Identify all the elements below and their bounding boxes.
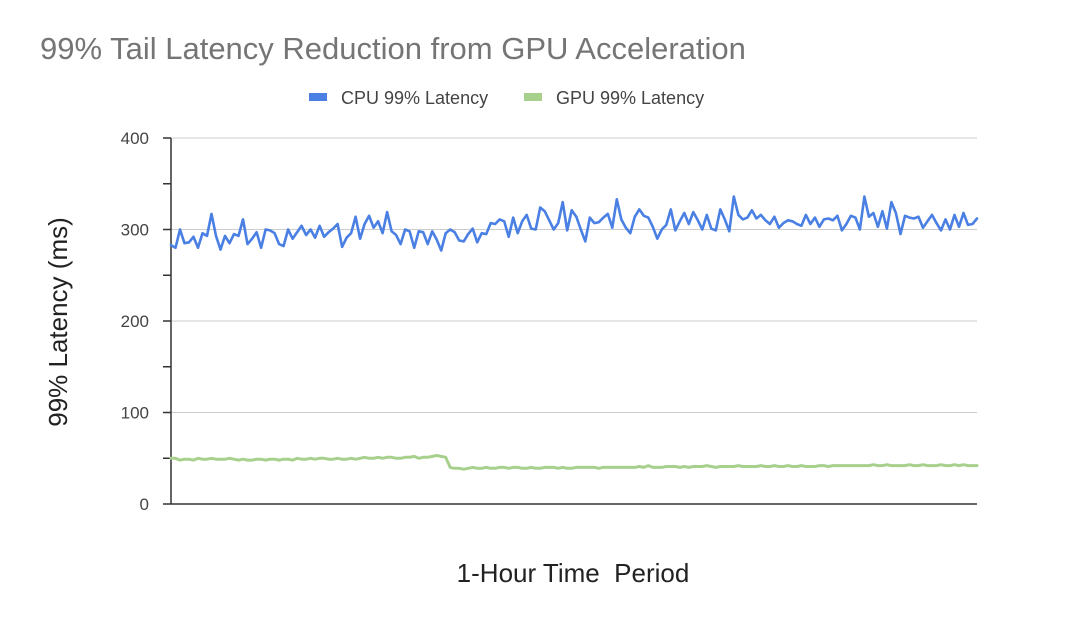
x-axis-title: 1-Hour Time Period xyxy=(457,558,690,588)
y-axis-title: 99% Latency (ms) xyxy=(43,217,73,427)
series-line-cpu xyxy=(169,195,979,252)
legend-swatch-cpu xyxy=(309,93,327,101)
y-tick-label-0: 0 xyxy=(140,495,149,514)
y-tick-labels: 0 100 200 300 400 xyxy=(121,129,149,514)
legend: CPU 99% Latency GPU 99% Latency xyxy=(309,88,704,108)
series-line-gpu xyxy=(169,454,979,471)
legend-label-gpu: GPU 99% Latency xyxy=(556,88,704,108)
y-tick-label-200: 200 xyxy=(121,312,149,331)
y-tick-label-100: 100 xyxy=(121,404,149,423)
axes xyxy=(163,137,977,505)
legend-label-cpu: CPU 99% Latency xyxy=(341,88,488,108)
y-tick-label-300: 300 xyxy=(121,221,149,240)
y-tick-label-400: 400 xyxy=(121,129,149,148)
gridlines xyxy=(171,137,977,413)
series-lines xyxy=(169,195,979,471)
legend-swatch-gpu xyxy=(524,93,542,101)
chart-title: 99% Tail Latency Reduction from GPU Acce… xyxy=(40,31,746,66)
